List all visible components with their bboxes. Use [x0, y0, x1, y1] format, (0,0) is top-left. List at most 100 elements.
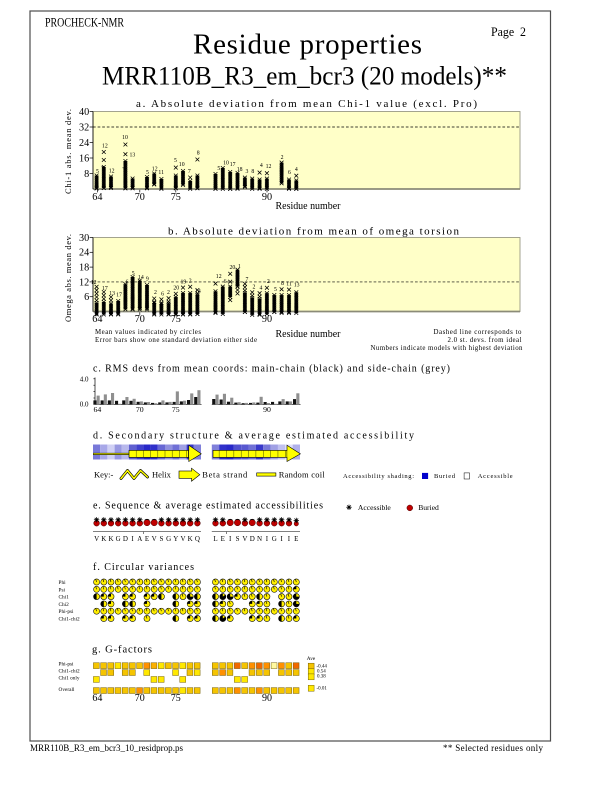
- svg-text:Accessibility shading:: Accessibility shading:: [343, 473, 414, 480]
- svg-text:MRR110B_R3_em_bcr3_10_residpro: MRR110B_R3_em_bcr3_10_residprop.ps: [30, 743, 183, 753]
- svg-text:Residue number: Residue number: [276, 201, 341, 212]
- svg-text:D: D: [123, 535, 128, 543]
- svg-text:11: 11: [286, 281, 292, 287]
- svg-text:S: S: [236, 535, 240, 543]
- svg-text:V: V: [180, 535, 185, 543]
- svg-text:e. Sequence & average estimate: e. Sequence & average estimated accessib…: [93, 501, 323, 512]
- svg-text:8: 8: [197, 150, 200, 156]
- svg-text:17: 17: [230, 162, 236, 168]
- svg-text:Phi-psi: Phi-psi: [59, 609, 75, 615]
- svg-text:10: 10: [122, 135, 128, 141]
- svg-text:Mean values indicated by circl: Mean values indicated by circles: [95, 329, 201, 336]
- svg-text:S: S: [159, 535, 163, 543]
- svg-text:Chi1-chi2: Chi1-chi2: [59, 668, 81, 674]
- svg-text:d. Secondary structure & avera: d. Secondary structure & average estimat…: [93, 431, 414, 442]
- svg-text:64: 64: [94, 405, 102, 414]
- svg-text:75: 75: [171, 192, 181, 203]
- svg-text:3: 3: [246, 169, 249, 175]
- svg-text:2: 2: [252, 285, 255, 291]
- svg-text:18: 18: [79, 263, 89, 274]
- svg-text:6: 6: [161, 291, 164, 297]
- svg-text:E: E: [294, 535, 298, 543]
- svg-text:32: 32: [79, 122, 89, 133]
- svg-text:G: G: [272, 535, 277, 543]
- svg-text:8: 8: [84, 169, 89, 180]
- svg-text:12: 12: [109, 169, 115, 175]
- svg-text:Y: Y: [173, 535, 178, 543]
- svg-text:-0.44: -0.44: [317, 664, 328, 669]
- svg-text:Q: Q: [195, 535, 200, 543]
- svg-text:Ave: Ave: [307, 656, 316, 662]
- svg-text:Page 2: Page 2: [491, 25, 526, 39]
- svg-text:13: 13: [130, 153, 136, 159]
- svg-text:0.0: 0.0: [80, 401, 89, 409]
- svg-text:6: 6: [224, 279, 227, 285]
- svg-text:Error bars show one standard d: Error bars show one standard deviation e…: [95, 337, 257, 344]
- svg-text:c. RMS devs from mean coords:: c. RMS devs from mean coords: main-chain…: [93, 363, 450, 374]
- svg-text:64: 64: [92, 192, 102, 203]
- svg-text:Chi1-chi2: Chi1-chi2: [59, 617, 81, 623]
- svg-text:Psi: Psi: [59, 587, 66, 593]
- svg-text:Chi1 only: Chi1 only: [59, 675, 80, 681]
- svg-text:75: 75: [171, 314, 181, 325]
- svg-text:I: I: [229, 535, 232, 543]
- svg-text:A: A: [137, 535, 142, 543]
- svg-text:6: 6: [84, 292, 89, 303]
- svg-text:20: 20: [230, 265, 236, 271]
- svg-text:24: 24: [79, 248, 89, 259]
- svg-text:40: 40: [79, 107, 89, 118]
- svg-text:Residue properties: Residue properties: [193, 28, 422, 60]
- svg-text:1: 1: [238, 264, 241, 270]
- svg-text:8: 8: [281, 281, 284, 287]
- svg-text:E: E: [221, 535, 225, 543]
- svg-text:12: 12: [91, 280, 97, 286]
- svg-text:6: 6: [288, 170, 291, 176]
- svg-text:0.38: 0.38: [317, 675, 326, 680]
- svg-text:0.54: 0.54: [317, 669, 326, 674]
- svg-text:G: G: [116, 535, 121, 543]
- svg-text:Numbers indicate models with h: Numbers indicate models with highest dev…: [371, 345, 524, 352]
- svg-text:5: 5: [274, 287, 277, 293]
- svg-text:20: 20: [173, 286, 179, 292]
- svg-text:I: I: [266, 535, 269, 543]
- svg-text:Accessible: Accessible: [478, 473, 513, 480]
- svg-text:** Selected residues only: ** Selected residues only: [443, 743, 544, 753]
- svg-text:Dashed line corresponds to: Dashed line corresponds to: [434, 329, 523, 336]
- svg-text:K: K: [101, 535, 106, 543]
- svg-text:5: 5: [132, 271, 135, 277]
- svg-text:Buried: Buried: [434, 473, 456, 480]
- svg-text:f. Circular variances: f. Circular variances: [93, 562, 194, 573]
- svg-text:Residue number: Residue number: [276, 329, 341, 340]
- svg-text:Key:-: Key:-: [94, 470, 114, 480]
- svg-text:5: 5: [174, 158, 177, 164]
- svg-text:12: 12: [152, 167, 158, 173]
- svg-text:5: 5: [146, 170, 149, 176]
- svg-text:24: 24: [79, 138, 89, 149]
- svg-text:2: 2: [267, 279, 270, 285]
- svg-text:8: 8: [251, 169, 254, 175]
- svg-text:V: V: [242, 535, 247, 543]
- svg-text:I: I: [280, 535, 283, 543]
- svg-text:4: 4: [260, 286, 263, 292]
- svg-text:6: 6: [126, 280, 129, 286]
- svg-text:g. G-factors: g. G-factors: [92, 644, 152, 655]
- svg-text:7: 7: [246, 277, 249, 283]
- svg-text:4: 4: [260, 163, 263, 169]
- svg-text:17: 17: [116, 293, 122, 299]
- svg-text:I: I: [131, 535, 134, 543]
- svg-text:14: 14: [195, 289, 201, 295]
- svg-text:Omega abs. mean dev.: Omega abs. mean dev.: [63, 234, 73, 322]
- svg-text:14: 14: [138, 275, 144, 281]
- svg-text:90: 90: [262, 192, 272, 203]
- svg-text:N: N: [257, 535, 262, 543]
- svg-text:2: 2: [189, 278, 192, 284]
- svg-text:b. Absolute deviation from mea: b. Absolute deviation from mean of omega…: [168, 225, 460, 237]
- svg-text:19: 19: [181, 279, 187, 285]
- svg-text:5: 5: [96, 169, 99, 175]
- svg-text:70: 70: [135, 314, 145, 325]
- svg-text:D: D: [250, 535, 255, 543]
- svg-text:K: K: [188, 535, 193, 543]
- svg-text:4.0: 4.0: [80, 375, 89, 383]
- svg-text:E: E: [145, 535, 149, 543]
- svg-text:2: 2: [154, 290, 157, 296]
